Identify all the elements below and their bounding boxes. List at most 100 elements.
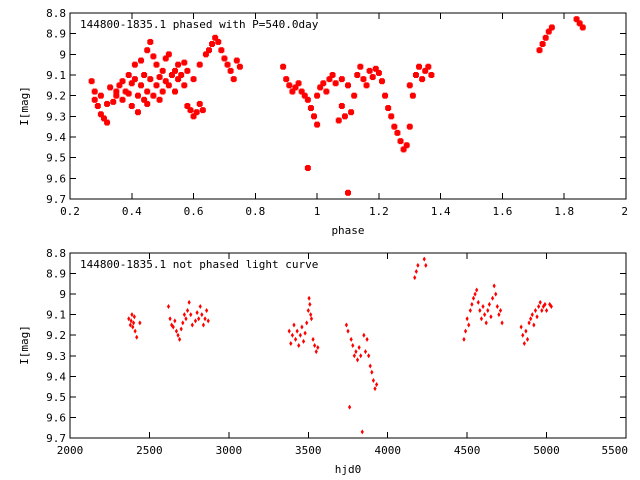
unphased-data-point bbox=[529, 316, 533, 322]
phased-data-point bbox=[360, 76, 367, 83]
unphased-y-axis-label: I[mag] bbox=[18, 325, 31, 365]
unphased-data-point bbox=[525, 336, 530, 342]
phased-data-point bbox=[345, 189, 351, 196]
phased-data-point bbox=[94, 103, 101, 109]
unphased-data-point bbox=[290, 332, 294, 338]
unphased-data-point bbox=[413, 275, 417, 281]
unphased-data-point bbox=[422, 256, 426, 262]
phased-data-point bbox=[119, 78, 126, 85]
phased-data-point bbox=[218, 47, 225, 54]
unphased-data-point bbox=[549, 303, 553, 309]
phased-data-point bbox=[301, 92, 308, 99]
phased-data-point bbox=[224, 61, 231, 68]
phased-data-point bbox=[131, 76, 138, 83]
unphased-data-point bbox=[184, 316, 188, 322]
phased-data-point bbox=[548, 24, 555, 31]
unphased-data-point bbox=[313, 343, 317, 348]
phased-data-point bbox=[388, 113, 395, 120]
phased-light-curve-plot: 8.88.999.19.29.39.49.59.69.7 0.2 0.4 0.6 0.… bbox=[18, 7, 628, 237]
unphased-data-point bbox=[195, 310, 199, 316]
unphased-y-tick-label: 9.2 bbox=[46, 329, 66, 342]
phased-data-point bbox=[116, 82, 123, 89]
phased-data-point bbox=[304, 165, 311, 171]
phased-data-point bbox=[385, 105, 392, 112]
unphased-data-point bbox=[467, 322, 471, 328]
unphased-data-point bbox=[287, 328, 291, 334]
phased-data-point bbox=[317, 84, 324, 91]
unphased-plot-title: 144800-1835.1 not phased light curve bbox=[80, 258, 318, 271]
unphased-x-tick-label: 3000 bbox=[216, 444, 243, 457]
unphased-data-point bbox=[127, 316, 131, 322]
unphased-data-point bbox=[309, 316, 314, 322]
phased-data-point bbox=[428, 72, 435, 78]
unphased-x-tick-label: 3500 bbox=[295, 444, 322, 457]
phased-data-point bbox=[165, 51, 172, 58]
phased-data-point bbox=[412, 72, 419, 78]
unphased-data-point bbox=[465, 316, 469, 322]
unphased-data-point bbox=[367, 353, 371, 359]
phased-data-point bbox=[199, 107, 206, 114]
unphased-data-point bbox=[347, 404, 352, 410]
phased-data-point bbox=[357, 63, 364, 70]
unphased-data-point bbox=[131, 320, 136, 326]
unphased-data-point bbox=[424, 262, 428, 268]
phased-data-point bbox=[409, 92, 416, 99]
unphased-data-point bbox=[190, 322, 194, 328]
phased-data-point bbox=[190, 113, 197, 120]
unphased-data-point bbox=[416, 262, 420, 268]
phased-x-tick-label: 1.6 bbox=[493, 205, 513, 218]
unphased-data-point bbox=[519, 324, 523, 330]
phased-data-point bbox=[295, 80, 302, 87]
phased-data-point bbox=[422, 67, 429, 74]
phased-y-tick-label: 9.7 bbox=[46, 193, 66, 206]
unphased-data-point bbox=[487, 301, 491, 307]
phased-x-tick-label: 1.8 bbox=[554, 205, 574, 218]
phased-data-point bbox=[539, 41, 546, 47]
unphased-light-curve-plot: 8.8 8.9 9 9.1 9.2 9.3 9.4 9.5 9.6 9.7 2000 2500 300… bbox=[18, 247, 628, 476]
unphased-data-point bbox=[462, 336, 466, 342]
unphased-data-point bbox=[473, 291, 477, 297]
unphased-data-point bbox=[289, 340, 293, 346]
phased-y-tick-label: 9.1 bbox=[46, 69, 66, 82]
phased-data-point bbox=[209, 41, 216, 47]
phased-x-axis-label: phase bbox=[331, 224, 364, 237]
unphased-data-point bbox=[522, 340, 526, 346]
unphased-data-point bbox=[178, 336, 182, 342]
phased-data-point bbox=[168, 72, 175, 78]
phased-x-tick-label: 0.2 bbox=[60, 205, 80, 218]
phased-data-point bbox=[184, 67, 191, 74]
unphased-data-point bbox=[201, 322, 206, 328]
phased-data-point bbox=[178, 72, 185, 78]
unphased-data-point bbox=[206, 318, 210, 324]
phased-data-point bbox=[320, 80, 327, 87]
phased-data-point bbox=[332, 80, 339, 87]
phased-data-point bbox=[150, 92, 157, 99]
phased-data-point bbox=[128, 80, 135, 87]
phased-data-point bbox=[341, 113, 348, 120]
unphased-data-point bbox=[359, 353, 363, 359]
unphased-data-point bbox=[463, 328, 468, 334]
unphased-data-point bbox=[543, 301, 547, 307]
phased-data-point bbox=[147, 76, 154, 83]
unphased-data-point bbox=[471, 295, 476, 301]
unphased-data-point bbox=[354, 349, 358, 355]
phased-data-point bbox=[314, 92, 321, 99]
unphased-data-point bbox=[476, 299, 480, 305]
unphased-data-point bbox=[303, 330, 307, 336]
unphased-data-point bbox=[363, 349, 368, 355]
unphased-x-axis-label: hjd0 bbox=[335, 463, 362, 476]
phased-data-point bbox=[314, 121, 321, 128]
phased-x-tick-label: 1.4 bbox=[431, 205, 451, 218]
unphased-data-point bbox=[544, 308, 549, 314]
phased-data-point bbox=[107, 84, 114, 91]
phased-data-point bbox=[184, 103, 191, 109]
unphased-y-tick-label: 9.1 bbox=[46, 309, 66, 322]
unphased-data-point bbox=[198, 303, 202, 309]
unphased-data-point bbox=[470, 301, 474, 307]
phased-data-point bbox=[573, 16, 580, 23]
phased-data-point bbox=[196, 100, 203, 107]
phased-data-point bbox=[119, 96, 126, 103]
phased-data-point bbox=[292, 84, 299, 91]
phased-data-point bbox=[338, 76, 345, 83]
unphased-data-point bbox=[203, 316, 207, 322]
